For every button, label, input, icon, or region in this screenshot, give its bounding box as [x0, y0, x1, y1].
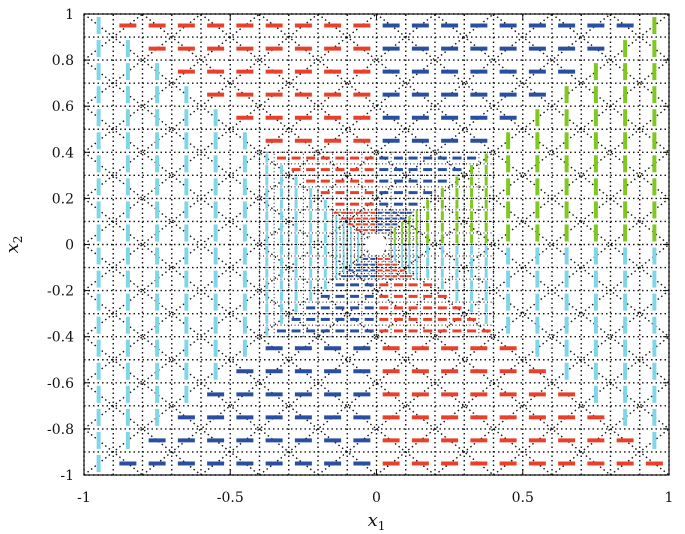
- mesh-edge: [259, 13, 670, 338]
- mesh-edge: [493, 13, 670, 153]
- y-tick-label: -0.8: [47, 422, 74, 438]
- y-tick-label: 0.8: [52, 53, 74, 69]
- mesh-edge: [83, 13, 494, 338]
- mesh-edge: [434, 290, 670, 476]
- mesh-edge: [83, 59, 611, 476]
- mesh-edge: [142, 59, 670, 476]
- x-tick-label: -1: [77, 490, 91, 506]
- y-tick-label: 0.4: [52, 145, 74, 161]
- y-axis-label: x2: [2, 236, 25, 254]
- field-layer: [96, 17, 663, 472]
- x-tick-label: -0.5: [217, 490, 244, 506]
- mesh-edge: [610, 428, 670, 476]
- mesh-edge: [142, 13, 670, 430]
- y-tick-label: 0.6: [52, 99, 74, 115]
- x-axis-label-sub: 1: [378, 519, 386, 533]
- tick-layer: -1 -0.5 0 0.5 1 -1 -0.8 -0.6 -0.4 -0.2 0 0.2 0.4 0.6 0…: [47, 7, 673, 506]
- y-tick-label: 1: [65, 7, 74, 23]
- mesh-edge: [610, 13, 670, 61]
- y-tick-label: -1: [60, 468, 74, 484]
- y-tick-label: -0.2: [47, 284, 74, 300]
- x-axis-label-main: x: [368, 510, 378, 531]
- y-axis-label-main: x: [2, 243, 23, 253]
- x-tick-label: 1: [665, 490, 674, 506]
- y-tick-label: 0: [65, 238, 74, 254]
- origin-hole: [366, 234, 387, 255]
- mesh-edge: [83, 13, 611, 430]
- mesh-edge: [259, 151, 670, 476]
- y-tick-label: -0.6: [47, 376, 74, 392]
- mesh-edge: [434, 13, 670, 199]
- mesh-edge: [493, 336, 670, 476]
- y-tick-label: 0.2: [52, 191, 74, 207]
- x-tick-label: 0: [372, 490, 381, 506]
- x-tick-label: 0.5: [512, 490, 534, 506]
- x-axis-label: x1: [368, 510, 386, 533]
- y-tick-label: -0.4: [47, 330, 74, 346]
- mesh-edge: [83, 151, 494, 476]
- y-axis-label-sub: 2: [11, 236, 25, 244]
